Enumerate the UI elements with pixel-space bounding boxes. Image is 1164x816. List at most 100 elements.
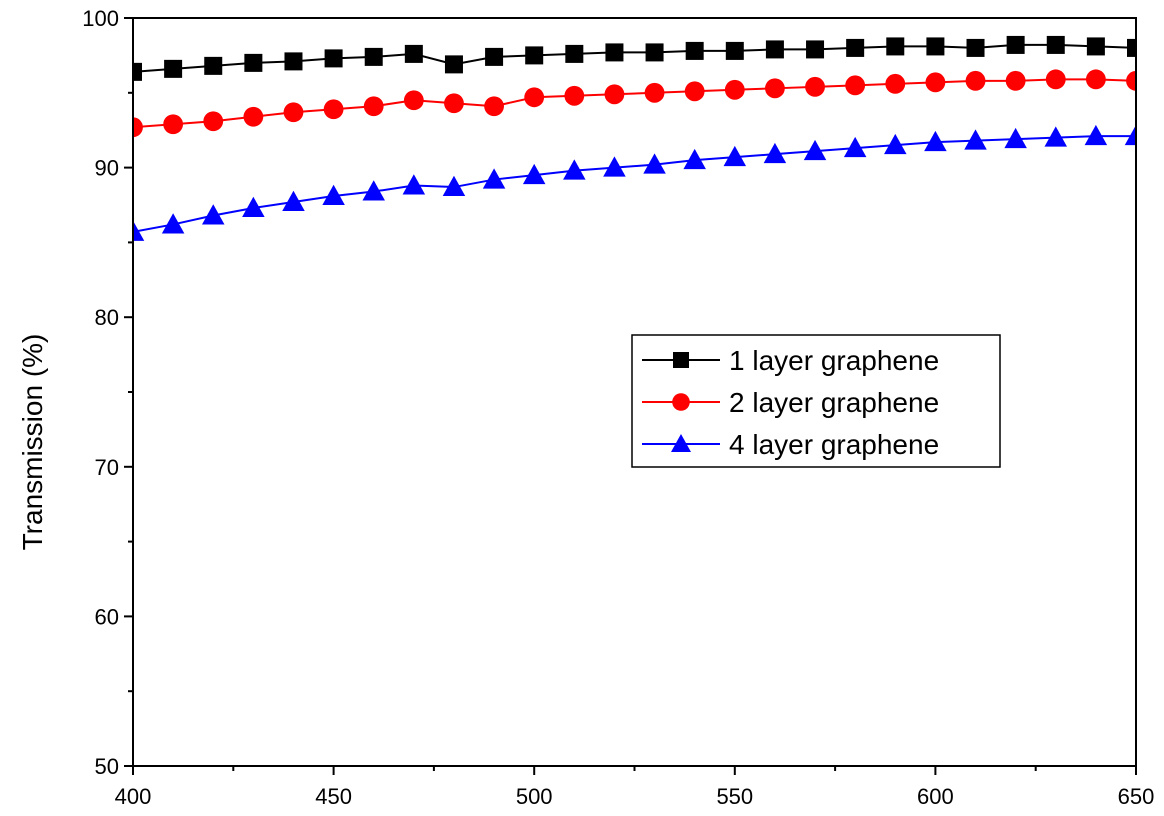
- data-point: [924, 130, 947, 152]
- data-point: [723, 145, 747, 167]
- x-tick-label: 450: [315, 784, 352, 809]
- data-point: [242, 196, 265, 217]
- data-point: [133, 117, 143, 138]
- data-point: [926, 37, 945, 56]
- series-line: [133, 78, 1136, 129]
- data-point: [1085, 69, 1106, 90]
- data-point: [284, 52, 303, 71]
- data-point: [203, 111, 224, 132]
- data-point: [322, 184, 345, 206]
- data-point: [724, 79, 745, 100]
- legend-label: 2 layer graphene: [729, 387, 939, 418]
- data-point: [1086, 37, 1105, 56]
- data-point: [1084, 124, 1108, 146]
- data-point: [803, 139, 827, 161]
- data-point: [484, 96, 504, 117]
- data-point: [1005, 70, 1026, 91]
- data-point: [885, 73, 906, 94]
- data-point: [244, 53, 263, 72]
- data-point: [485, 47, 504, 66]
- data-point: [965, 70, 986, 91]
- data-point: [843, 136, 867, 158]
- data-point: [806, 40, 825, 59]
- data-point: [482, 168, 506, 189]
- data-point: [1006, 35, 1025, 54]
- data-point: [845, 75, 866, 96]
- data-point: [925, 72, 946, 93]
- data-point: [966, 38, 985, 57]
- legend-item: 2 layer graphene: [642, 387, 939, 418]
- data-point: [133, 220, 145, 241]
- data-point: [644, 82, 665, 103]
- legend-label: 1 layer graphene: [729, 345, 939, 376]
- data-point: [402, 174, 426, 195]
- data-point: [522, 163, 546, 185]
- data-point: [725, 41, 744, 60]
- data-point: [164, 59, 183, 78]
- data-point: [565, 44, 584, 63]
- data-point: [442, 175, 466, 197]
- x-tick-label: 650: [1118, 784, 1155, 809]
- data-point: [684, 81, 705, 102]
- data-point: [643, 153, 666, 174]
- data-point: [1045, 69, 1066, 90]
- data-point: [1044, 126, 1068, 147]
- data-point: [404, 44, 423, 63]
- data-point: [161, 213, 185, 234]
- y-tick-label: 80: [95, 305, 119, 330]
- data-point: [282, 190, 305, 212]
- y-tick-label: 100: [82, 6, 119, 31]
- data-point: [1127, 38, 1136, 57]
- data-point: [683, 148, 706, 170]
- legend-label: 4 layer graphene: [729, 429, 939, 460]
- data-point: [444, 55, 463, 74]
- data-point: [805, 76, 825, 97]
- data-point: [564, 85, 585, 106]
- data-point: [1124, 124, 1136, 146]
- data-point: [884, 133, 907, 155]
- data-point: [403, 90, 424, 111]
- data-point: [364, 47, 383, 66]
- data-point: [362, 180, 385, 201]
- y-tick-label: 90: [95, 156, 119, 181]
- x-tick-label: 550: [716, 784, 753, 809]
- x-tick-label: 400: [115, 784, 152, 809]
- data-point: [685, 41, 704, 60]
- data-point: [444, 93, 464, 114]
- data-point: [283, 102, 304, 123]
- data-point: [201, 204, 225, 225]
- series-line: [133, 43, 1136, 73]
- data-point: [204, 56, 223, 75]
- legend-item: 4 layer graphene: [642, 429, 939, 460]
- data-point: [846, 38, 865, 57]
- series-1: [133, 35, 1136, 81]
- data-point: [886, 37, 905, 56]
- data-point: [1126, 70, 1136, 91]
- axes: 400 450 500 550 600 650 50 60 70 80 90 100: [82, 6, 1154, 809]
- data-point: [603, 156, 626, 177]
- legend-marker: [672, 393, 690, 411]
- data-point: [524, 87, 545, 108]
- legend-marker: [671, 434, 691, 452]
- data-point: [133, 62, 142, 81]
- data-point: [645, 43, 664, 62]
- y-tick-label: 60: [95, 604, 119, 629]
- series-3: [133, 124, 1136, 241]
- y-tick-label: 70: [95, 455, 119, 480]
- data-point: [1046, 35, 1065, 54]
- data-point: [604, 84, 625, 105]
- y-tick-label: 50: [95, 754, 119, 779]
- x-tick-label: 600: [917, 784, 954, 809]
- data-point: [563, 159, 586, 180]
- data-point: [323, 99, 344, 120]
- legend-item: 1 layer graphene: [642, 345, 939, 376]
- series-2: [133, 69, 1136, 138]
- data-point: [324, 49, 343, 68]
- data-point: [243, 106, 264, 127]
- data-point: [363, 96, 384, 117]
- y-axis-title: Transmission (%): [17, 334, 48, 551]
- data-point: [1004, 127, 1027, 149]
- data-point: [605, 43, 624, 62]
- legend-marker: [673, 352, 689, 368]
